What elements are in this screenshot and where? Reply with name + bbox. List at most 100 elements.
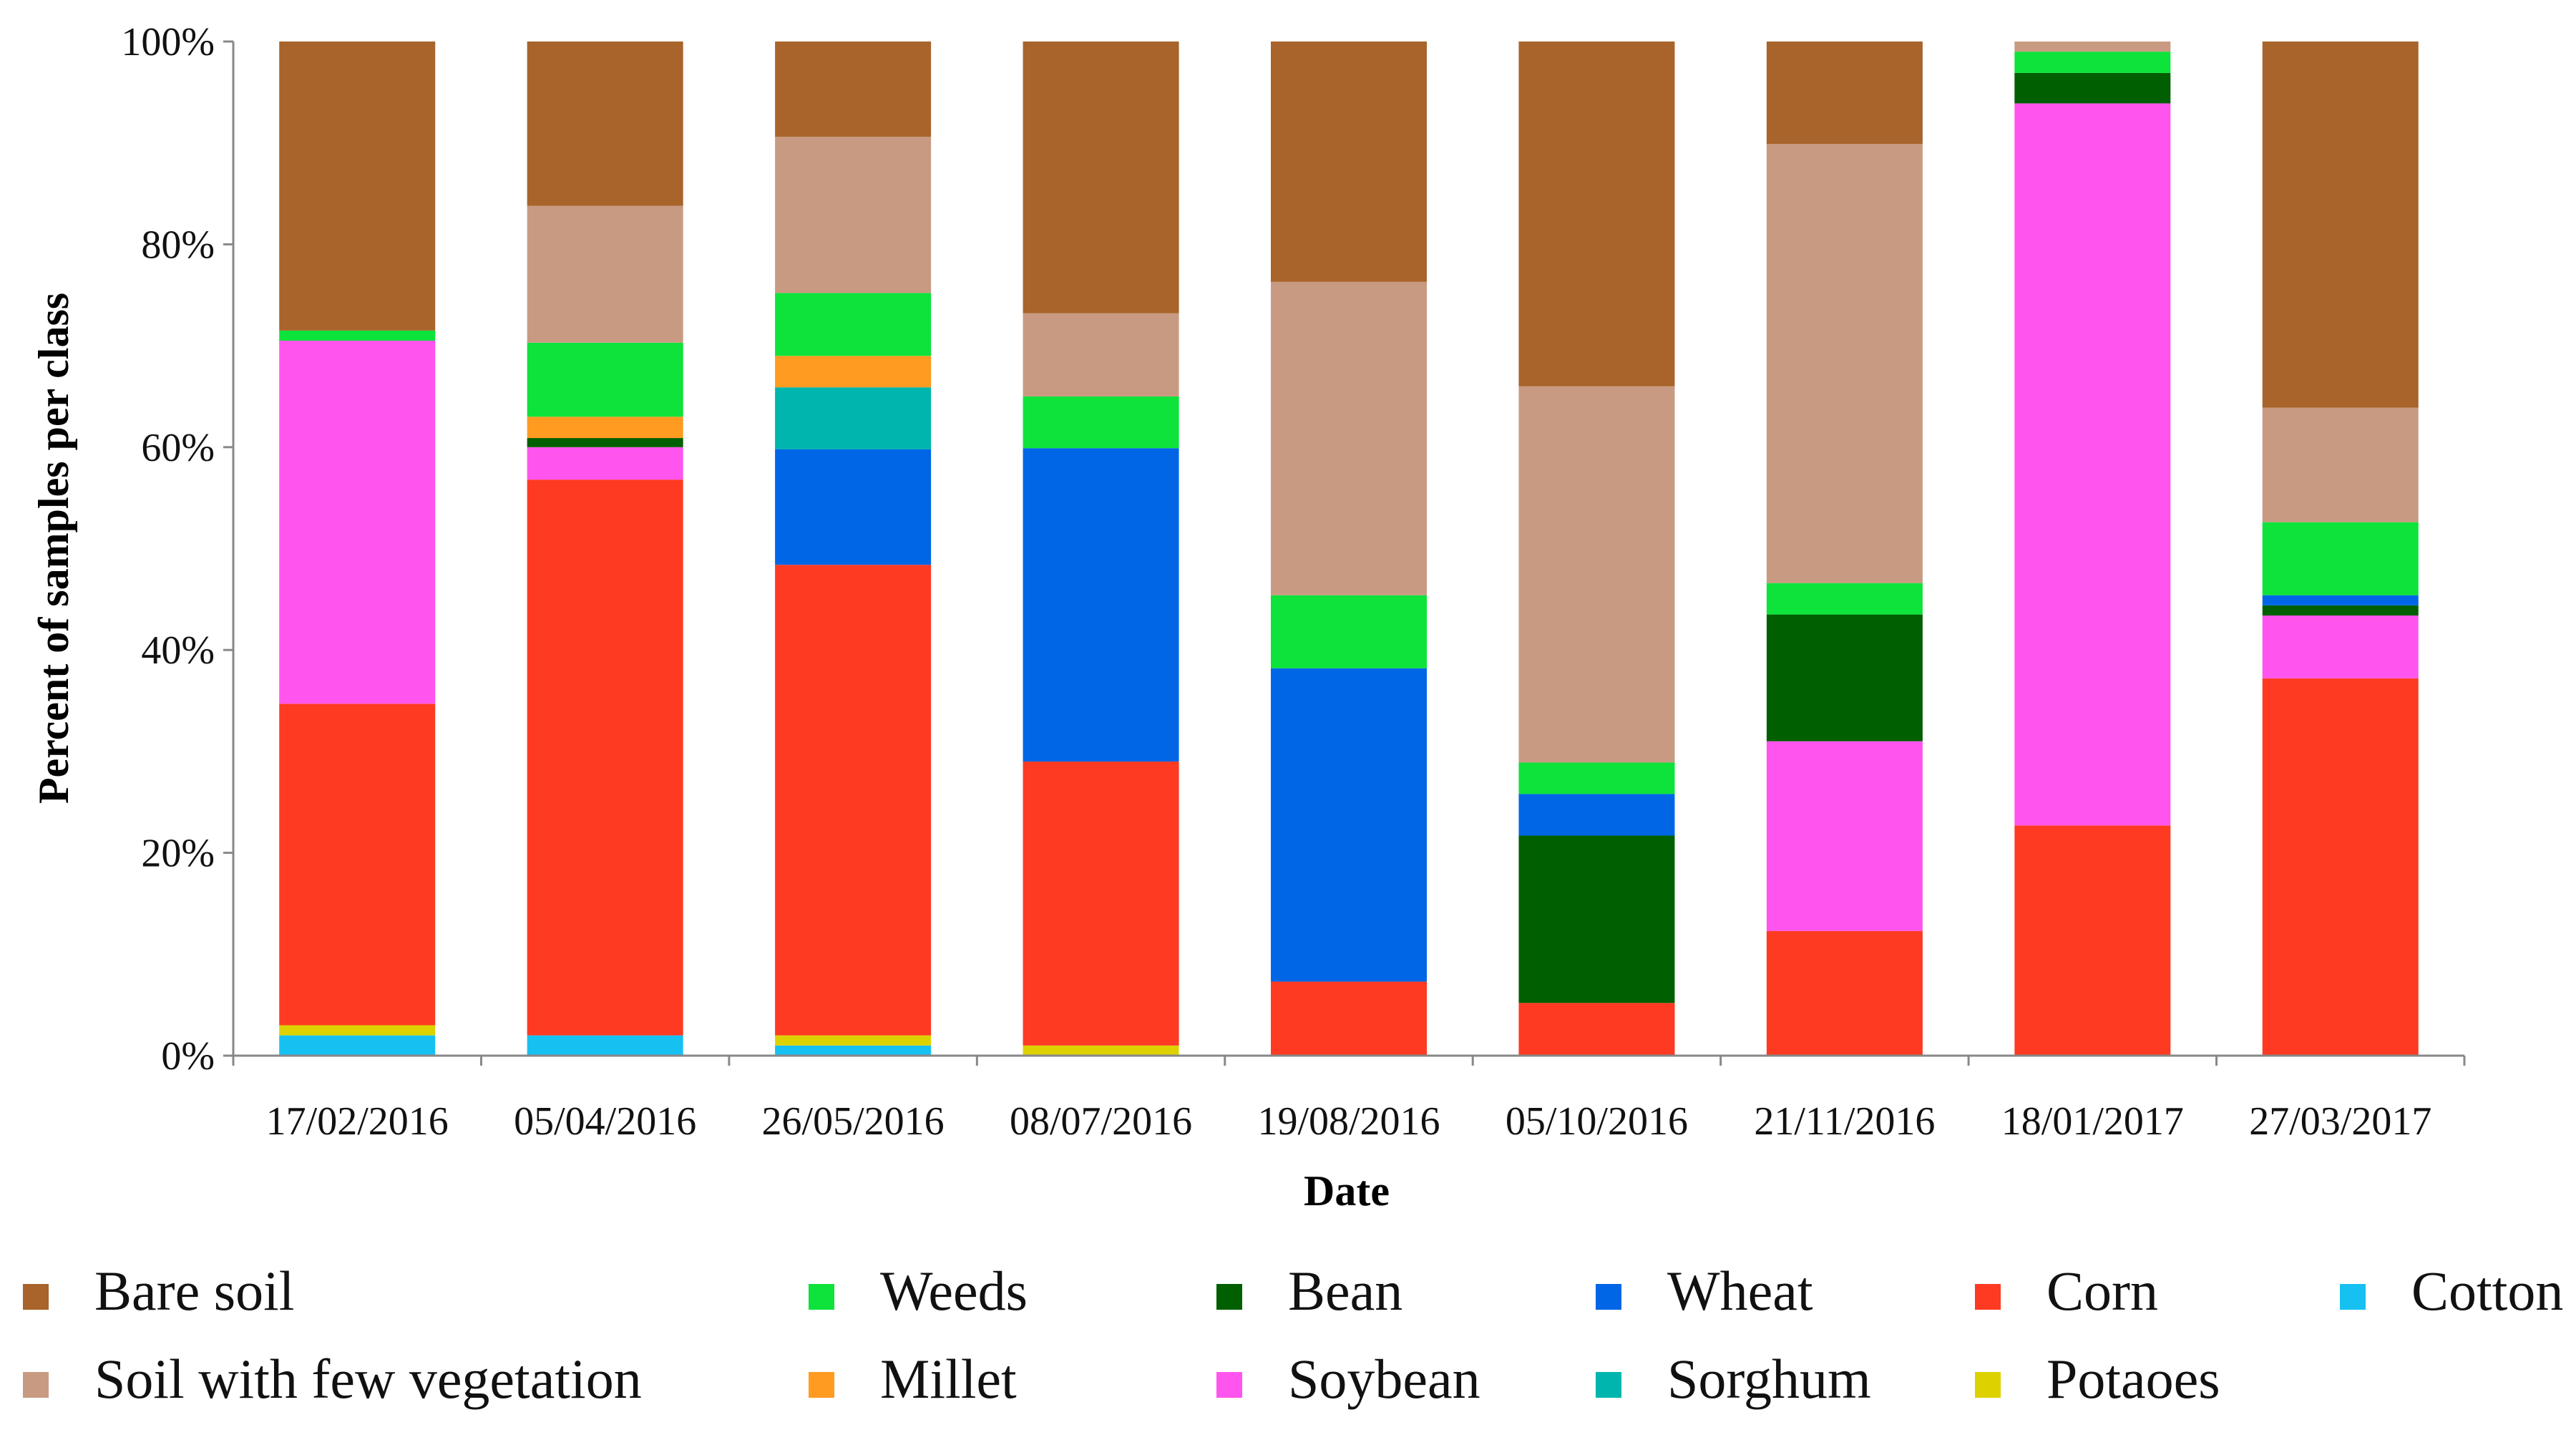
- bar-segment-corn: [2262, 678, 2419, 1056]
- x-tick-label: 05/04/2016: [514, 1099, 696, 1144]
- legend-item: Soil with few vegetation: [23, 1348, 642, 1410]
- bar-segment-bean: [2014, 72, 2171, 104]
- bar-segment-potaoes: [1023, 1045, 1179, 1056]
- bar-segment-weeds: [775, 293, 932, 356]
- bar-segment-soybean: [1766, 741, 1923, 931]
- legend-item: Wheat: [1596, 1260, 1813, 1322]
- bar-segment-bare-soil: [2262, 42, 2419, 408]
- y-tick-label: 0%: [161, 1034, 215, 1079]
- bar-segment-soil-with-few-vegetation: [1271, 281, 1427, 595]
- x-tick-label: 26/05/2016: [762, 1099, 945, 1144]
- y-tick-label: 100%: [121, 20, 215, 64]
- legend-label: Bare soil: [94, 1260, 294, 1322]
- bar-segment-corn: [279, 704, 436, 1026]
- bar-segment-corn: [1766, 930, 1923, 1056]
- bar-segment-weeds: [1271, 595, 1427, 668]
- legend-swatch: [23, 1284, 49, 1310]
- bar-segment-weeds: [1518, 762, 1675, 794]
- bar-segment-millet: [527, 417, 683, 439]
- x-tick-label: 27/03/2017: [2249, 1099, 2431, 1144]
- legend-label: Weeds: [880, 1260, 1028, 1322]
- legend-swatch: [1975, 1284, 2001, 1310]
- bar-segment-corn: [775, 565, 932, 1036]
- bar-segment-soybean: [527, 447, 683, 480]
- legend-item: Corn: [1975, 1260, 2158, 1322]
- y-tick-label: 80%: [141, 223, 215, 267]
- x-tick-label: 08/07/2016: [1010, 1099, 1192, 1144]
- legend-label: Wheat: [1667, 1260, 1813, 1322]
- legend-label: Corn: [2046, 1260, 2158, 1322]
- bar-segment-soil-with-few-vegetation: [2262, 407, 2419, 522]
- legend-label: Potaoes: [2046, 1348, 2220, 1410]
- legend-label: Millet: [880, 1348, 1017, 1410]
- legend-item: Bean: [1216, 1260, 1402, 1322]
- legend-swatch: [1596, 1372, 1621, 1398]
- bar-segment-soil-with-few-vegetation: [527, 205, 683, 343]
- bar-segment-wheat: [2262, 595, 2419, 605]
- bar-segment-wheat: [1023, 448, 1179, 762]
- x-tick-label: 05/10/2016: [1506, 1099, 1688, 1144]
- bar-segment-corn: [1023, 762, 1179, 1046]
- bar-segment-bare-soil: [1766, 42, 1923, 145]
- x-ticks: 17/02/2016 05/04/2016 26/05/2016 08/07/2016…: [232, 1056, 2466, 1144]
- bar-segment-weeds: [1023, 396, 1179, 449]
- bar-segment-cotton: [279, 1035, 436, 1056]
- bar-segment-wheat: [1271, 668, 1427, 982]
- bar-segment-corn: [1518, 1003, 1675, 1056]
- bar-segment-wheat: [775, 449, 932, 565]
- bar-segment-potaoes: [775, 1035, 932, 1046]
- bar-segment-bare-soil: [1271, 42, 1427, 282]
- legend-swatch: [809, 1372, 834, 1398]
- y-axis-title: Percent of samples per class: [30, 293, 77, 804]
- legend-swatch: [1216, 1372, 1242, 1398]
- bar-segment-bean: [2262, 605, 2419, 616]
- legend-swatch: [1596, 1284, 1621, 1310]
- bar-segment-weeds: [527, 342, 683, 417]
- legend-swatch: [23, 1372, 49, 1398]
- legend-label: Soybean: [1288, 1348, 1480, 1410]
- x-tick-label: 19/08/2016: [1257, 1099, 1440, 1144]
- legend-label: Bean: [1288, 1260, 1402, 1322]
- legend-item: Weeds: [809, 1260, 1028, 1322]
- y-tick-label: 20%: [141, 832, 215, 876]
- bar-segment-soil-with-few-vegetation: [2014, 42, 2171, 52]
- y-tick-label: 60%: [141, 426, 215, 470]
- bar-segment-sorghum: [775, 387, 932, 449]
- legend-item: Millet: [809, 1348, 1017, 1410]
- bar-segment-cotton: [527, 1035, 683, 1056]
- bar-segment-bean: [527, 438, 683, 447]
- legend-item: Potaoes: [1975, 1348, 2220, 1410]
- bar-segment-soil-with-few-vegetation: [1518, 386, 1675, 763]
- bar-segment-weeds: [2262, 522, 2419, 595]
- bar-segment-wheat: [1518, 794, 1675, 836]
- legend-item: Cotton: [2340, 1260, 2563, 1322]
- bars-layer: [279, 42, 2419, 1056]
- legend-label: Soil with few vegetation: [94, 1348, 642, 1410]
- bar-segment-bare-soil: [527, 42, 683, 206]
- bar-segment-weeds: [279, 330, 436, 341]
- bar-segment-corn: [1271, 981, 1427, 1056]
- axes-layer: [232, 42, 2464, 1057]
- legend-item: Sorghum: [1596, 1348, 1871, 1410]
- bar-segment-soil-with-few-vegetation: [1023, 313, 1179, 396]
- bar-segment-soybean: [279, 341, 436, 704]
- legend-item: Soybean: [1216, 1348, 1480, 1410]
- legend-item: Bare soil: [23, 1260, 294, 1322]
- legend: Bare soil Weeds Bean Wheat Corn Cotton Soil wi…: [23, 1260, 2563, 1410]
- bar-segment-bean: [1518, 835, 1675, 1003]
- bar-segment-corn: [527, 480, 683, 1036]
- bar-segment-bare-soil: [1023, 42, 1179, 313]
- legend-swatch: [1975, 1372, 2001, 1398]
- bar-segment-millet: [775, 356, 932, 388]
- bar-segment-bare-soil: [1518, 42, 1675, 386]
- legend-swatch: [809, 1284, 834, 1310]
- bar-segment-corn: [2014, 825, 2171, 1056]
- x-axis-title: Date: [1304, 1167, 1390, 1215]
- legend-label: Sorghum: [1667, 1348, 1871, 1410]
- x-tick-label: 18/01/2017: [2001, 1099, 2184, 1144]
- bar-segment-cotton: [775, 1045, 932, 1056]
- y-ticks: 0% 20% 40% 60% 80% 100%: [121, 20, 233, 1079]
- x-tick-label: 17/02/2016: [266, 1099, 449, 1144]
- bar-segment-potaoes: [279, 1025, 436, 1036]
